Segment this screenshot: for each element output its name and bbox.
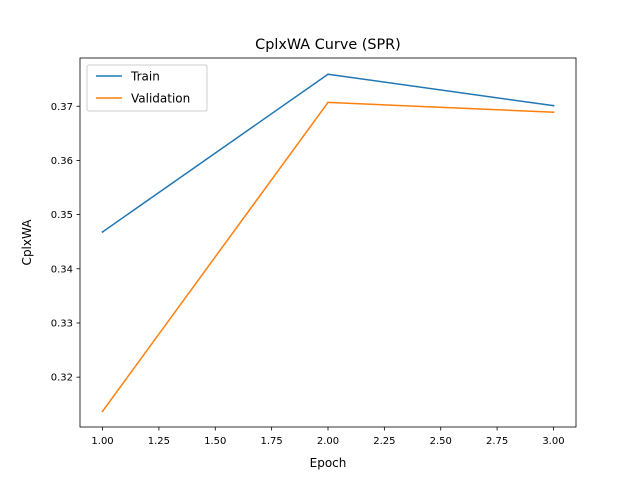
x-tick-label: 2.75 bbox=[486, 436, 508, 447]
x-tick-label: 2.00 bbox=[317, 436, 339, 447]
x-axis: 1.00 1.25 1.50 1.75 2.00 2.25 2.50 2.75 3.00 bbox=[91, 427, 565, 447]
data-point-validation bbox=[101, 410, 104, 413]
y-axis: 0.32 0.33 0.34 0.35 0.36 0.37 bbox=[51, 102, 80, 384]
y-tick-label: 0.37 bbox=[51, 102, 73, 113]
x-tick-label: 3.00 bbox=[542, 436, 564, 447]
legend-label-validation: Validation bbox=[131, 92, 190, 106]
x-tick-label: 2.50 bbox=[430, 436, 452, 447]
y-tick-label: 0.33 bbox=[51, 319, 73, 330]
data-point-validation bbox=[552, 111, 555, 114]
plot-area bbox=[101, 73, 555, 413]
x-tick-label: 1.00 bbox=[91, 436, 113, 447]
x-tick-label: 2.25 bbox=[373, 436, 395, 447]
chart-title: CplxWA Curve (SPR) bbox=[255, 37, 401, 53]
y-tick-label: 0.35 bbox=[51, 210, 73, 221]
y-axis-label: CplxWA bbox=[20, 219, 34, 266]
x-axis-label: Epoch bbox=[310, 456, 347, 470]
data-point-validation bbox=[327, 101, 329, 104]
y-tick-label: 0.34 bbox=[51, 264, 73, 275]
legend: Train Validation bbox=[86, 64, 208, 112]
y-tick-label: 0.32 bbox=[51, 373, 73, 384]
data-point-train bbox=[101, 231, 104, 233]
data-point-train bbox=[327, 73, 329, 76]
x-tick-label: 1.75 bbox=[261, 436, 283, 447]
y-tick-label: 0.36 bbox=[51, 156, 73, 167]
x-tick-label: 1.50 bbox=[204, 436, 226, 447]
x-tick-label: 1.25 bbox=[148, 436, 170, 447]
legend-label-train: Train bbox=[130, 70, 160, 84]
data-point-train bbox=[552, 104, 555, 107]
